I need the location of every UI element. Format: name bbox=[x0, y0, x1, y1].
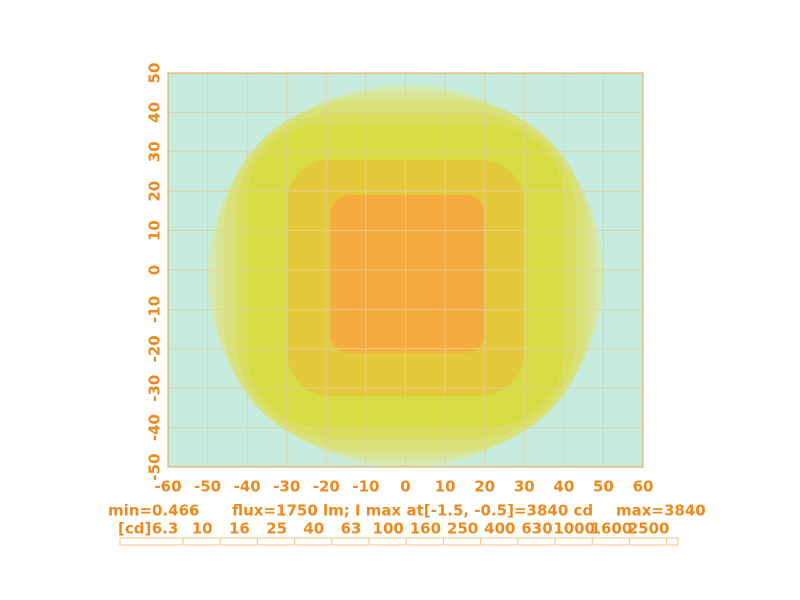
y-tick-label: 20 bbox=[146, 181, 164, 202]
legend-level-label: 10 bbox=[192, 520, 213, 538]
y-tick-label: -20 bbox=[146, 335, 164, 362]
x-tick-label: 30 bbox=[514, 478, 535, 496]
x-tick-label: 40 bbox=[553, 478, 574, 496]
y-tick-label: -40 bbox=[146, 414, 164, 441]
legend-level-label: 100 bbox=[373, 520, 404, 538]
y-tick-label: 10 bbox=[146, 220, 164, 241]
y-tick-label: 40 bbox=[146, 102, 164, 123]
x-tick-label: -60 bbox=[154, 478, 181, 496]
contour-region bbox=[330, 195, 485, 353]
x-tick-label: -50 bbox=[194, 478, 221, 496]
x-tick-label: 20 bbox=[474, 478, 495, 496]
legend-level-label: 250 bbox=[447, 520, 478, 538]
max-label: max=3840 bbox=[616, 502, 706, 520]
x-tick-label: 0 bbox=[400, 478, 410, 496]
legend-level-label: 25 bbox=[266, 520, 287, 538]
legend-level-label: 160 bbox=[410, 520, 441, 538]
plot-area bbox=[168, 73, 643, 467]
legend-level-label: 630 bbox=[521, 520, 552, 538]
legend-level-label: 16 bbox=[229, 520, 250, 538]
legend-level-label: 400 bbox=[484, 520, 515, 538]
x-tick-label: -10 bbox=[352, 478, 379, 496]
legend-unit: [cd] bbox=[118, 520, 151, 538]
y-tick-label: -10 bbox=[146, 296, 164, 323]
y-tick-label: -30 bbox=[146, 375, 164, 402]
x-tick-label: 60 bbox=[633, 478, 654, 496]
info-label: flux=1750 lm; I max at[-1.5, -0.5]=3840 … bbox=[232, 502, 593, 520]
x-tick-label: -30 bbox=[273, 478, 300, 496]
legend-bar bbox=[119, 537, 679, 546]
y-tick-label: 50 bbox=[146, 63, 164, 84]
legend-level-label: 1000 bbox=[553, 520, 595, 538]
x-tick-label: 50 bbox=[593, 478, 614, 496]
x-tick-label: 10 bbox=[435, 478, 456, 496]
x-tick-label: -20 bbox=[313, 478, 340, 496]
y-tick-label: -50 bbox=[146, 453, 164, 480]
min-label: min=0.466 bbox=[108, 502, 199, 520]
y-tick-label: 0 bbox=[146, 265, 164, 275]
legend-level-label: 40 bbox=[303, 520, 324, 538]
plot-border bbox=[167, 72, 644, 468]
overlay: -60 -50 -40 -30 -20 -10 0 10 20 30 40 50 60-50-40-30… bbox=[146, 63, 670, 545]
legend-level-label: 6.3 bbox=[152, 520, 179, 538]
x-tick-label: -40 bbox=[234, 478, 261, 496]
legend-level-label: 63 bbox=[341, 520, 362, 538]
legend-level-label: 1600 bbox=[591, 520, 633, 538]
y-tick-label: 30 bbox=[146, 141, 164, 162]
legend-level-label: 2500 bbox=[628, 520, 670, 538]
